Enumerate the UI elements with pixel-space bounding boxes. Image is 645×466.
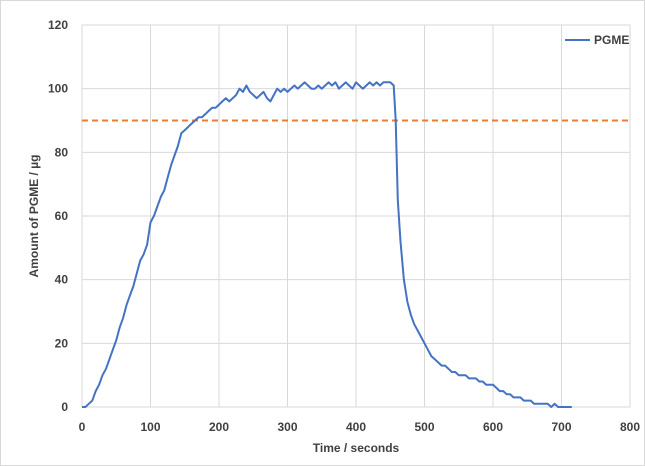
x-tick-label: 700: [551, 420, 571, 434]
x-tick-label: 800: [620, 420, 640, 434]
legend-label: PGME: [594, 33, 629, 47]
y-tick-label: 20: [55, 336, 69, 350]
x-tick-label: 600: [483, 420, 503, 434]
y-tick-label: 100: [48, 82, 68, 96]
tick-labels: 0 100 200 300 400 500 600 700 800 0 20 40 60 80 100 120: [48, 18, 640, 434]
x-tick-label: 300: [277, 420, 297, 434]
y-tick-label: 40: [55, 273, 69, 287]
x-tick-label: 500: [414, 420, 434, 434]
y-tick-label: 60: [55, 209, 69, 223]
series-line-pgme: [82, 81, 572, 408]
y-tick-label: 80: [55, 145, 69, 159]
y-tick-label: 120: [48, 18, 68, 32]
legend: PGME: [565, 33, 629, 47]
x-tick-label: 400: [346, 420, 366, 434]
x-tick-label: 0: [79, 420, 86, 434]
x-axis-title: Time / seconds: [313, 441, 400, 455]
y-tick-label: 0: [61, 400, 68, 414]
x-tick-label: 100: [140, 420, 160, 434]
y-axis-title: Amount of PGME / µg: [27, 155, 41, 278]
x-tick-label: 200: [209, 420, 229, 434]
grid: [81, 24, 631, 408]
